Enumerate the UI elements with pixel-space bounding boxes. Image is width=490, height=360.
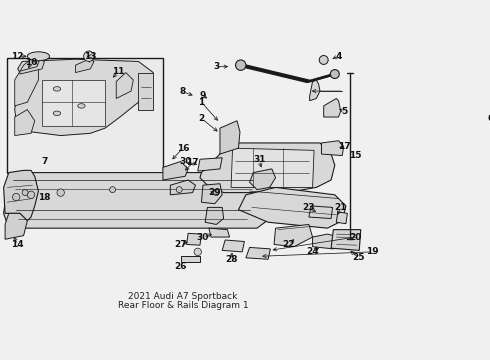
Polygon shape — [139, 73, 153, 109]
Text: 2021 Audi A7 Sportback: 2021 Audi A7 Sportback — [128, 292, 238, 301]
Text: 16: 16 — [177, 144, 189, 153]
Polygon shape — [246, 247, 270, 259]
Circle shape — [236, 60, 246, 70]
Circle shape — [319, 55, 328, 64]
Polygon shape — [3, 172, 275, 228]
Text: 17: 17 — [186, 158, 199, 167]
Text: 5: 5 — [342, 107, 347, 116]
Text: 17: 17 — [338, 142, 351, 151]
Polygon shape — [200, 143, 335, 193]
Text: 28: 28 — [225, 255, 237, 264]
Polygon shape — [116, 73, 133, 99]
Circle shape — [27, 191, 35, 198]
Text: 15: 15 — [349, 151, 362, 160]
Circle shape — [13, 193, 20, 201]
Text: 27: 27 — [174, 240, 187, 249]
Polygon shape — [3, 170, 38, 221]
Polygon shape — [187, 233, 201, 245]
Polygon shape — [15, 59, 38, 106]
Text: 31: 31 — [253, 156, 266, 165]
Circle shape — [330, 69, 339, 78]
Polygon shape — [42, 80, 105, 126]
Text: 30: 30 — [197, 233, 209, 242]
Circle shape — [84, 51, 94, 62]
Polygon shape — [15, 59, 153, 136]
Polygon shape — [310, 80, 320, 101]
Text: 19: 19 — [366, 247, 378, 256]
Polygon shape — [201, 184, 222, 204]
Polygon shape — [198, 158, 222, 171]
Text: 29: 29 — [208, 188, 221, 197]
Text: 6: 6 — [487, 114, 490, 123]
Ellipse shape — [53, 87, 61, 91]
Circle shape — [110, 187, 116, 193]
Text: 10: 10 — [25, 58, 37, 67]
Text: 25: 25 — [352, 253, 365, 262]
Ellipse shape — [53, 111, 61, 116]
Text: 12: 12 — [11, 52, 24, 61]
Polygon shape — [15, 109, 35, 136]
Text: 2: 2 — [198, 114, 204, 123]
Text: 1: 1 — [198, 98, 204, 107]
Polygon shape — [249, 169, 275, 190]
Text: 8: 8 — [180, 87, 186, 96]
Polygon shape — [222, 240, 245, 252]
Polygon shape — [231, 148, 314, 188]
Polygon shape — [220, 121, 240, 154]
Text: Rear Floor & Rails Diagram 1: Rear Floor & Rails Diagram 1 — [118, 301, 248, 310]
Polygon shape — [239, 188, 346, 228]
Polygon shape — [336, 212, 347, 224]
Polygon shape — [5, 213, 27, 239]
Circle shape — [194, 248, 201, 256]
Circle shape — [22, 190, 28, 195]
Text: 23: 23 — [303, 203, 315, 212]
Polygon shape — [181, 256, 200, 261]
Ellipse shape — [27, 52, 49, 61]
Text: 4: 4 — [335, 52, 342, 61]
Text: 9: 9 — [200, 91, 206, 100]
FancyBboxPatch shape — [7, 58, 163, 172]
Text: 11: 11 — [112, 67, 125, 76]
Polygon shape — [331, 230, 361, 251]
Polygon shape — [324, 99, 341, 117]
Polygon shape — [321, 141, 343, 156]
Polygon shape — [163, 162, 188, 180]
Polygon shape — [313, 234, 335, 249]
Text: 24: 24 — [306, 247, 319, 256]
Circle shape — [176, 187, 182, 193]
Text: 3: 3 — [213, 62, 220, 71]
Polygon shape — [75, 59, 94, 73]
Text: 30: 30 — [179, 157, 191, 166]
Polygon shape — [205, 207, 223, 224]
Text: 14: 14 — [11, 240, 24, 249]
Ellipse shape — [78, 104, 85, 108]
Text: 22: 22 — [283, 240, 295, 249]
Polygon shape — [20, 59, 45, 74]
Polygon shape — [309, 206, 333, 219]
Text: 13: 13 — [84, 52, 97, 61]
Text: 20: 20 — [349, 233, 362, 242]
Polygon shape — [274, 224, 313, 247]
Circle shape — [213, 190, 219, 195]
Text: 26: 26 — [174, 262, 187, 271]
Polygon shape — [171, 180, 196, 195]
Text: 18: 18 — [38, 193, 50, 202]
Text: 7: 7 — [41, 157, 48, 166]
Text: 21: 21 — [335, 203, 347, 212]
Polygon shape — [209, 228, 230, 237]
Circle shape — [57, 189, 64, 196]
